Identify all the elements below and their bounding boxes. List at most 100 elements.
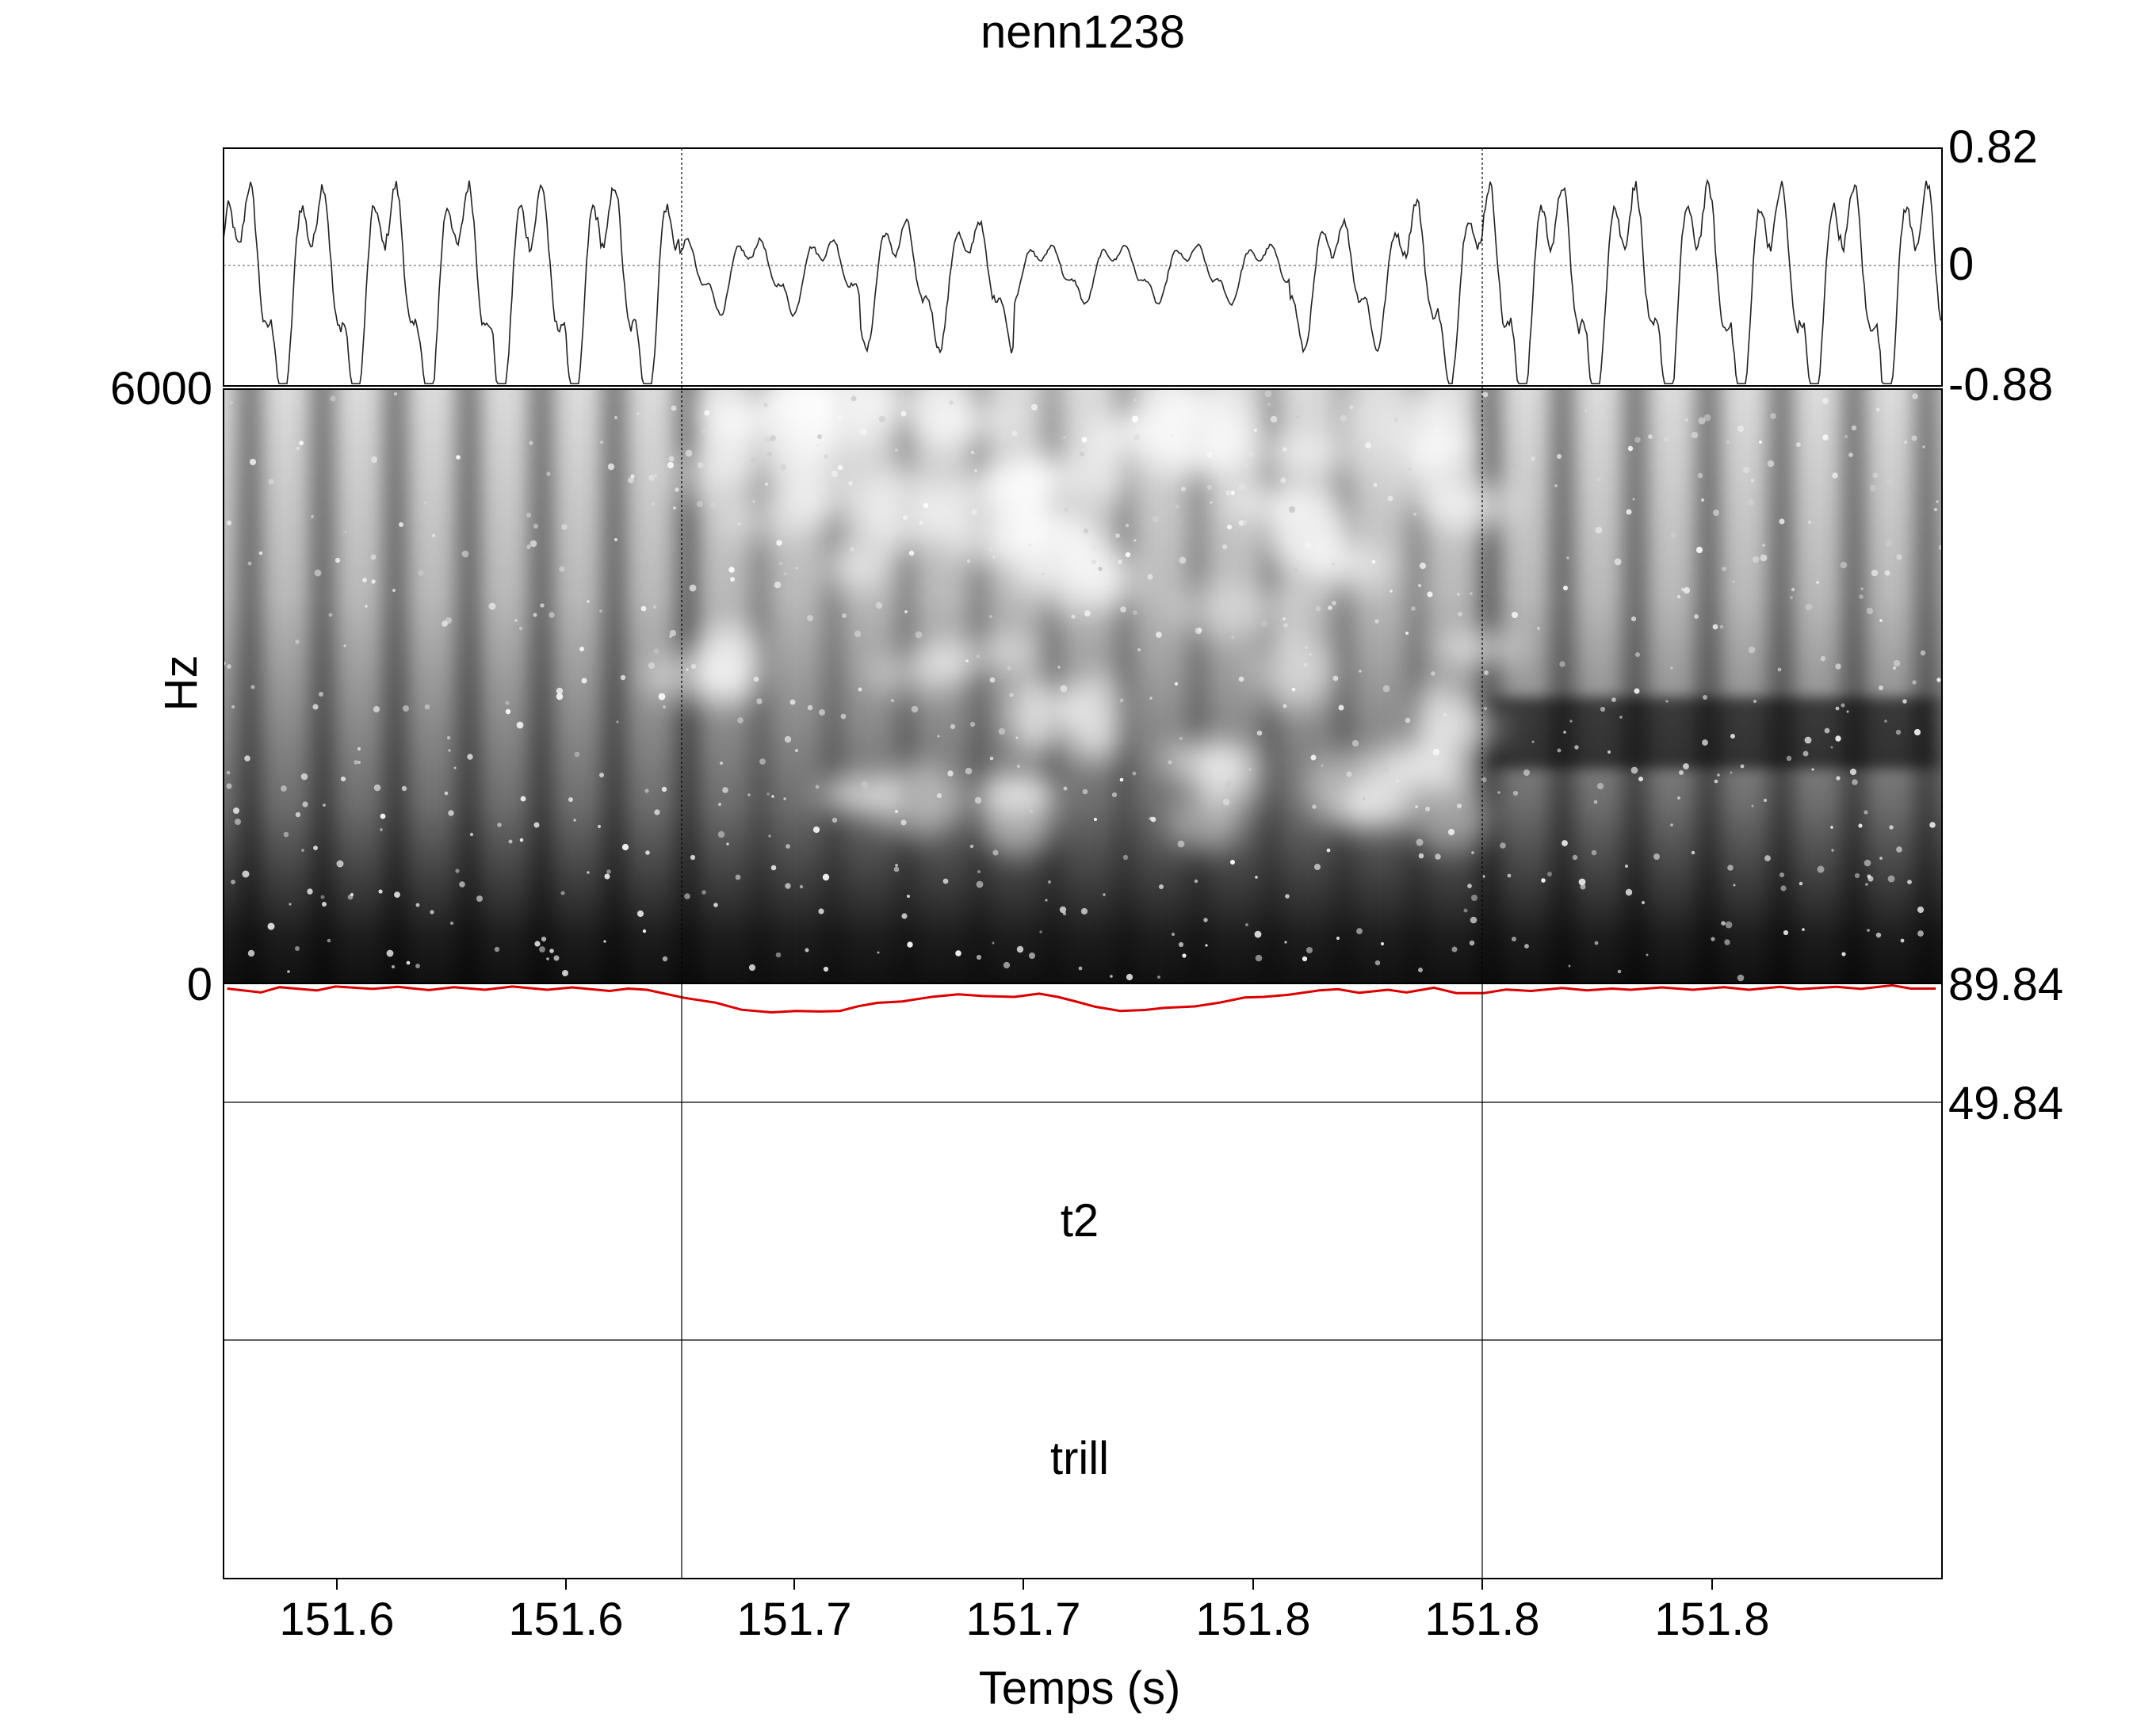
spectrogram-speckle: [1574, 745, 1579, 750]
spectrogram-speckle: [1047, 880, 1052, 884]
spectrogram-speckle: [850, 547, 854, 552]
spectrogram-speckle: [1936, 500, 1939, 503]
spectrogram-speckle: [446, 735, 451, 740]
spectrogram-speckle: [1761, 543, 1766, 548]
spectrogram-energy-blob: [1307, 750, 1390, 829]
spectrogram-speckle: [661, 786, 667, 792]
spectrogram-speckle: [1303, 662, 1308, 667]
spectrogram-speckle: [807, 615, 813, 621]
spectrogram-speckle: [1110, 975, 1113, 978]
spectrogram-speckle: [663, 705, 666, 708]
spectrogram-speckle: [1152, 515, 1160, 523]
spectrogram-speckle: [1864, 859, 1871, 867]
spectrogram-speckle: [1230, 491, 1235, 495]
spectrogram-speckle: [1332, 675, 1339, 682]
spectrogram-speckle: [1039, 930, 1042, 934]
spectrogram-speckle: [1869, 484, 1877, 492]
spectrogram-speckle: [858, 687, 862, 692]
spectrogram-speckle: [1083, 528, 1089, 534]
spectrogram-speckle: [1126, 973, 1133, 981]
spectrogram-speckle: [696, 500, 704, 508]
spectrogram-speckle: [719, 761, 724, 766]
spectrogram-speckle: [1064, 507, 1068, 512]
spectrogram-speckle: [1179, 556, 1187, 564]
spectrogram-speckle: [1804, 736, 1812, 744]
spectrogram-speckle: [1098, 567, 1103, 571]
spectrogram-speckle: [1071, 614, 1076, 619]
x-tick-label: 151.6: [279, 1594, 394, 1645]
spectrogram-speckle: [1920, 650, 1926, 656]
spectrogram-speckle: [1283, 623, 1288, 628]
spectrogram-speckle: [1182, 953, 1187, 958]
spectrogram-speckle: [764, 437, 770, 443]
spectrogram-speckle: [652, 605, 657, 609]
x-tick: 151.8: [1654, 1579, 1770, 1645]
spectrogram-speckle: [1497, 791, 1500, 794]
spectrogram-speckle: [1304, 541, 1312, 549]
spectrogram-speckle: [1292, 567, 1298, 574]
spectrogram-energy-blob: [1328, 389, 1374, 478]
spectrogram-speckle: [1541, 878, 1546, 883]
spectrogram-speckle: [795, 749, 798, 752]
spectrogram-speckle: [861, 781, 869, 788]
spectrogram-speckle: [640, 605, 647, 612]
spectrogram-speckle: [322, 902, 327, 907]
spectrogram-speckle: [343, 644, 346, 647]
spectrogram-speckle: [748, 964, 756, 972]
spectrogram-speckle: [1365, 442, 1371, 449]
spectrogram-speckle: [1305, 646, 1308, 649]
spectrogram-speckle: [505, 708, 511, 715]
spectrogram-energy-blob: [1253, 635, 1332, 709]
spectrogram-speckle: [539, 946, 545, 953]
spectrogram-speckle: [386, 949, 394, 957]
spectrogram-speckle: [893, 866, 900, 872]
spectrogram-energy-blob: [1172, 583, 1275, 637]
spectrogram-speckle: [998, 727, 1006, 735]
spectrogram-speckle: [302, 801, 308, 808]
spectrogram-speckle: [1531, 456, 1535, 461]
spectrogram-speckle: [1848, 452, 1853, 457]
spectrogram-speckle: [295, 640, 300, 644]
spectrogram-speckle: [283, 831, 289, 838]
spectrogram-speckle: [1467, 884, 1472, 888]
spectrogram-speckle: [1595, 526, 1603, 534]
spectrogram-speckle: [1427, 591, 1433, 598]
spectrogram-speckle: [654, 809, 660, 815]
spectrogram-speckle: [842, 613, 847, 618]
spectrogram-speckle: [323, 804, 326, 807]
spectrogram-speckle: [319, 692, 323, 697]
spectrogram-speckle: [1081, 437, 1088, 443]
spectrogram-speckle: [1082, 788, 1088, 795]
spectrogram-dark-stripe: [1698, 389, 1718, 983]
spectrogram-speckle: [651, 502, 656, 506]
spectrogram-speckle: [1260, 620, 1268, 628]
spectrogram-speckle: [1569, 720, 1573, 723]
spectrogram-speckle: [1340, 414, 1348, 422]
spectrogram-speckle: [1859, 594, 1864, 599]
spectrogram-speckle: [1500, 842, 1506, 849]
spectrogram-speckle: [970, 450, 975, 455]
spectrogram-speckle: [684, 893, 690, 899]
spectrogram-speckle: [549, 612, 555, 618]
spectrogram-speckle: [1359, 670, 1362, 673]
spectrogram-speckle: [950, 724, 956, 730]
spectrogram-speckle: [424, 501, 427, 504]
spectrogram-speckle: [1009, 693, 1014, 697]
spectrogram-speckle: [1557, 454, 1562, 459]
spectrogram-speckle: [1627, 445, 1634, 452]
spectrogram-speckle: [1634, 437, 1641, 443]
spectrogram-speckle: [964, 533, 967, 536]
spectrogram-speckle: [690, 854, 696, 861]
spectrogram-speckle: [1178, 941, 1184, 948]
spectrogram-speckle: [533, 822, 540, 828]
spectrogram-speckle: [907, 941, 913, 948]
spectrogram-speckle: [1563, 586, 1568, 590]
spectrogram-speckle: [546, 472, 551, 476]
spectrogram-speckle: [636, 412, 640, 415]
spectrogram-speckle: [1484, 670, 1489, 675]
spectrogram-speckle: [392, 965, 395, 968]
spectrogram-speckle: [1614, 558, 1622, 566]
spectrogram-speckle: [1938, 544, 1942, 551]
spectrogram-speckle: [561, 524, 568, 530]
spectrogram-speckle: [330, 395, 336, 402]
